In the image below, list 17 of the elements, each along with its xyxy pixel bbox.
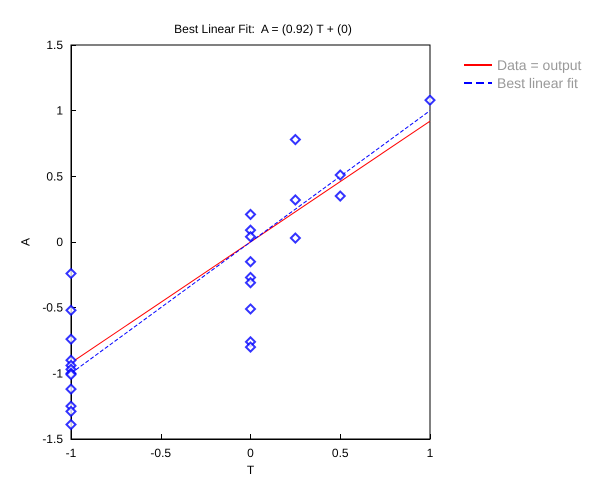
y-tick-label: 1 bbox=[56, 104, 64, 118]
y-tick-label: -0.5 bbox=[42, 300, 64, 315]
y-tick-label: 0 bbox=[56, 235, 64, 249]
y-tick-label: 1.5 bbox=[46, 38, 64, 52]
y-tick-label: -1 bbox=[52, 366, 64, 380]
x-tick-label: -0.5 bbox=[150, 446, 172, 460]
x-tick-label: 0 bbox=[247, 446, 254, 460]
legend-label: Data = output bbox=[497, 57, 582, 73]
x-tick-label: 0.5 bbox=[332, 446, 349, 460]
y-tick-label: 0.5 bbox=[46, 169, 64, 184]
legend-label: Best linear fit bbox=[497, 75, 578, 91]
x-tick-label: 1 bbox=[426, 446, 434, 460]
chart-title: Best Linear Fit: A = (0.92) T + (0) bbox=[174, 22, 352, 36]
x-axis-title: T bbox=[246, 462, 255, 477]
y-axis-title: A bbox=[18, 238, 32, 246]
y-tick-label: -1.5 bbox=[42, 432, 64, 446]
x-tick-label: -1 bbox=[66, 446, 77, 460]
